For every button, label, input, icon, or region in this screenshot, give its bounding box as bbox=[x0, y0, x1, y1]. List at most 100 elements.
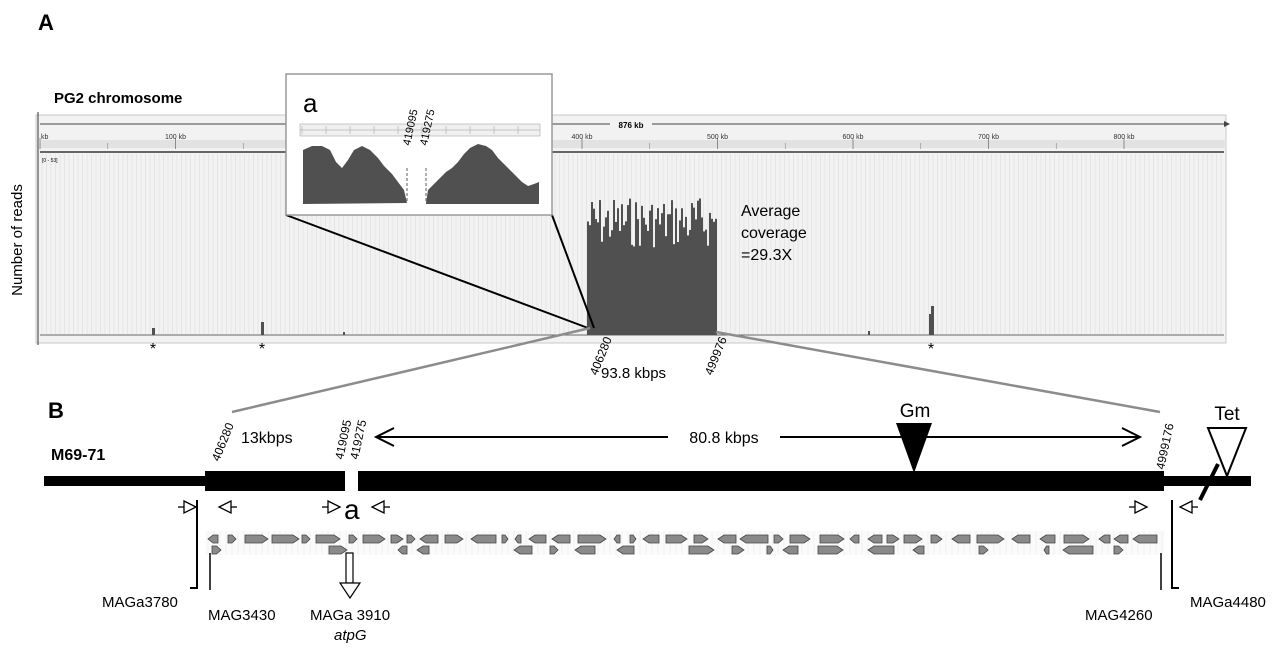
coverage-bar bbox=[619, 230, 621, 335]
gene-arrow bbox=[397, 545, 408, 555]
coverage-bar bbox=[685, 216, 687, 335]
coverage-bar bbox=[663, 203, 665, 335]
coverage-bar bbox=[645, 224, 647, 335]
coverage-bar bbox=[683, 227, 685, 335]
gene-arrow bbox=[1043, 545, 1050, 555]
coverage-bar bbox=[667, 214, 669, 335]
coverage-bar bbox=[635, 202, 637, 335]
gene-arrow bbox=[315, 534, 341, 544]
coverage-bar bbox=[649, 210, 651, 335]
gene-arrow bbox=[470, 534, 497, 544]
gm-label: Gm bbox=[900, 401, 931, 422]
coverage-bar bbox=[605, 217, 607, 335]
gene-arrow bbox=[817, 545, 844, 555]
coverage-bar bbox=[709, 212, 711, 335]
coverage-bar bbox=[673, 244, 675, 335]
coverage-bar bbox=[593, 208, 595, 335]
gene-arrow bbox=[886, 534, 900, 544]
genome-length-bg bbox=[610, 119, 652, 129]
inset-zoom-line bbox=[285, 214, 589, 329]
zoom-line-right bbox=[715, 330, 1161, 414]
gene-arrow bbox=[613, 534, 621, 544]
gene-arrow bbox=[912, 545, 925, 555]
region-size-label: 93.8 kbps bbox=[601, 365, 666, 382]
tet-insertion-slash bbox=[1198, 463, 1220, 501]
star-marker: * bbox=[259, 341, 265, 358]
primer-arrow bbox=[1178, 499, 1193, 515]
gene-arrow bbox=[1062, 545, 1094, 555]
gene-arrow bbox=[390, 534, 404, 544]
y-axis-label: Number of reads bbox=[9, 184, 26, 296]
inset-ruler-ticks bbox=[301, 126, 519, 134]
coverage-bar bbox=[715, 218, 717, 335]
coverage-bar bbox=[691, 203, 693, 335]
coverage-bar bbox=[657, 208, 659, 335]
gene-arrow bbox=[328, 545, 348, 555]
coverage-bar bbox=[671, 200, 673, 335]
gene-arrow bbox=[244, 534, 269, 544]
zoom-line-left bbox=[231, 326, 591, 414]
coverage-bar bbox=[609, 236, 611, 335]
gm-marker bbox=[896, 423, 932, 473]
gene-arrow bbox=[978, 545, 989, 555]
gene-arrow bbox=[1063, 534, 1090, 544]
label-mag3430: MAG3430 bbox=[208, 607, 276, 624]
coverage-bar bbox=[643, 217, 645, 335]
coverage-bar bbox=[641, 205, 643, 335]
coverage-bar bbox=[625, 221, 627, 335]
gene-arrow bbox=[1132, 534, 1158, 544]
coverage-bar bbox=[629, 198, 631, 335]
coverage-bar bbox=[665, 236, 667, 335]
inset-coverage-area bbox=[303, 144, 539, 204]
coverage-bar bbox=[695, 219, 697, 335]
panel-b-label: B bbox=[48, 398, 64, 423]
label-mag4480: MAGa4480 bbox=[1190, 594, 1266, 611]
track-grid bbox=[41, 154, 1222, 334]
gene-arrow bbox=[731, 545, 745, 555]
coverage-note-line3: =29.3X bbox=[741, 247, 792, 264]
ruler-tick-label: 700 kb bbox=[978, 134, 999, 141]
label-mag4260: MAG4260 bbox=[1085, 607, 1153, 624]
gene-arrow bbox=[207, 534, 219, 544]
gene-arrow bbox=[773, 534, 784, 544]
gene-arrow bbox=[528, 534, 547, 544]
coverage-bar bbox=[661, 213, 663, 335]
ruler-tick-label: 500 kb bbox=[707, 134, 728, 141]
small-peak bbox=[152, 328, 155, 335]
gene-arrow bbox=[1039, 534, 1056, 544]
gap-marker: a bbox=[344, 494, 360, 525]
gene-arrow bbox=[951, 534, 971, 544]
label-mag3910: MAGa 3910 bbox=[310, 607, 390, 624]
coverage-bar bbox=[587, 221, 589, 335]
gene-arrow bbox=[717, 534, 737, 544]
gene-arrow bbox=[665, 534, 688, 544]
coverage-bar bbox=[633, 246, 635, 335]
pos-406280: 406280 bbox=[209, 420, 237, 463]
gene-arrow bbox=[616, 545, 635, 555]
coverage-bar bbox=[689, 229, 691, 335]
gene-arrow bbox=[693, 534, 709, 544]
ruler-tick-band bbox=[40, 140, 1226, 148]
size-13kbps: 13kbps bbox=[241, 430, 293, 447]
chromosome-title: PG2 chromosome bbox=[54, 90, 182, 107]
ruler-tick-label: 600 kb bbox=[842, 134, 863, 141]
gene-arrow bbox=[513, 545, 533, 555]
atpg-arrow-shaft bbox=[345, 552, 354, 584]
gene-arrow bbox=[1113, 545, 1124, 555]
coverage-bar bbox=[611, 230, 613, 335]
coverage-bar bbox=[647, 230, 649, 335]
panel-a-label: A bbox=[38, 10, 54, 35]
gene-arrow bbox=[766, 545, 774, 555]
coverage-bar bbox=[693, 207, 695, 335]
coverage-bar bbox=[687, 235, 689, 335]
gene-arrow bbox=[903, 534, 923, 544]
coverage-bar bbox=[613, 199, 615, 335]
gene-arrow bbox=[849, 534, 860, 544]
inset-zoom-line bbox=[551, 214, 595, 329]
gene-arrow bbox=[362, 534, 386, 544]
gene-arrow bbox=[688, 545, 715, 555]
gene-arrow bbox=[301, 534, 311, 544]
coverage-bar bbox=[701, 217, 703, 335]
coverage-bar bbox=[591, 202, 593, 335]
label-mag3780: MAGa3780 bbox=[102, 594, 178, 611]
